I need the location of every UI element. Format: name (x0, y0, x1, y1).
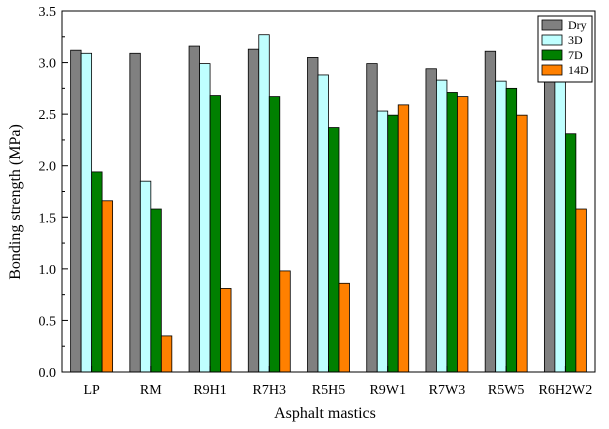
plot-area-frame (61, 10, 596, 373)
bar-dry-r9w1 (366, 63, 378, 373)
y-tick-label: 3.0 (39, 57, 57, 72)
legend-label-14d: 14D (568, 63, 589, 77)
x-tick-label: R9W1 (369, 383, 406, 398)
bar-dry-r9h1 (188, 45, 200, 373)
bar-dry-r7w3 (425, 68, 437, 373)
legend-label-dry: Dry (568, 18, 587, 32)
x-tick-label: R5W5 (488, 383, 525, 398)
bar-14d-r7w3 (457, 96, 469, 373)
bar-3d-r7w3 (436, 79, 448, 373)
x-tick-label: R6H2W2 (539, 383, 593, 398)
x-tick-label: R7W3 (429, 383, 466, 398)
legend-swatch-dry (541, 19, 563, 31)
bar-14d-r9h1 (220, 288, 232, 373)
legend-swatch-7d (541, 49, 563, 61)
bar-dry-r5h5 (307, 57, 319, 373)
y-axis-title: Bonding strength (MPa) (7, 124, 24, 280)
x-tick-label: R5H5 (312, 383, 345, 398)
legend-label-7d: 7D (568, 48, 583, 62)
bar-14d-lp (101, 200, 114, 373)
y-axis-ticks: 0.0 0.5 1.0 1.5 2.0 2.5 3.0 3.5 (39, 5, 68, 381)
y-tick-label: 1.0 (39, 263, 57, 278)
bar-7d-r6h2w2 (564, 133, 577, 373)
legend-swatch-3d (541, 34, 563, 46)
bar-14d-r9w1 (397, 104, 410, 373)
y-tick-label: 0.0 (39, 366, 57, 381)
y-tick-label: 2.0 (39, 160, 57, 175)
bar-7d-lp (91, 171, 103, 373)
y-tick-label: 3.5 (39, 5, 57, 20)
bar-dry-r6h2w2 (543, 60, 556, 373)
bar-3d-r5h5 (317, 74, 329, 373)
bar-14d-r5h5 (338, 282, 350, 373)
bar-7d-r5w5 (505, 87, 518, 373)
bar-3d-rm (139, 180, 152, 373)
bar-14d-r5w5 (516, 114, 528, 373)
x-tick-label: R7H3 (253, 383, 286, 398)
y-tick-label: 0.5 (39, 314, 57, 329)
x-axis-ticks: LP RM R9H1 R7H3 R5H5 R9W1 R7W3 R5W5 R6H2W2 (83, 366, 592, 398)
legend-swatch-14d (541, 64, 563, 76)
bar-14d-r7h3 (279, 270, 291, 373)
bar-dry-lp (70, 49, 82, 373)
bar-3d-r5w5 (495, 80, 507, 373)
y-tick-label: 2.5 (39, 108, 57, 123)
x-axis-title: Asphalt mastics (274, 405, 376, 422)
bar-3d-lp (80, 52, 93, 373)
x-tick-label: LP (83, 383, 100, 398)
bar-7d-r9h1 (209, 95, 221, 373)
bar-7d-rm (150, 208, 162, 373)
bar-7d-r9w1 (387, 114, 399, 373)
bar-7d-r5h5 (328, 127, 340, 373)
legend-label-3d: 3D (568, 33, 583, 47)
bar-3d-r7h3 (258, 34, 270, 373)
bars-group (70, 34, 587, 373)
bar-dry-r7h3 (247, 48, 260, 373)
bar-14d-r6h2w2 (575, 208, 587, 373)
bar-7d-r7h3 (268, 96, 281, 373)
x-tick-label: R9H1 (193, 383, 226, 398)
y-tick-label: 1.5 (39, 211, 57, 226)
bar-dry-rm (129, 52, 141, 373)
bar-3d-r6h2w2 (554, 80, 566, 373)
x-tick-label: RM (140, 383, 162, 398)
bar-3d-r9w1 (376, 110, 389, 373)
bar-14d-rm (160, 335, 173, 373)
bar-7d-r7w3 (446, 92, 458, 373)
bar-3d-r9h1 (199, 63, 211, 373)
bar-dry-r5w5 (484, 50, 497, 373)
